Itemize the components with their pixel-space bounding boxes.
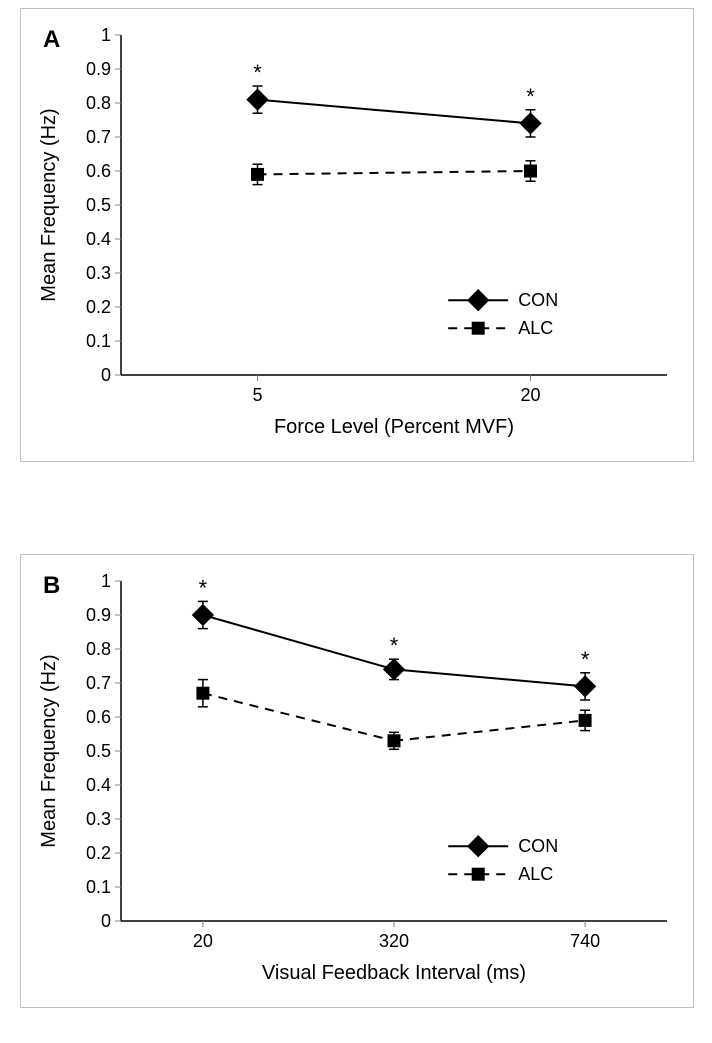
y-tick-label: 0.5	[86, 741, 111, 761]
y-tick-label: 0.6	[86, 707, 111, 727]
x-tick-label: 20	[193, 931, 213, 951]
chart-svg: 0 0.1 0.2 0.3 0.4 0.5 0.6 0.7 0.8 0.9 1 5 20 Mean Fre…	[29, 17, 687, 455]
data-marker-alc	[252, 168, 264, 180]
data-marker-alc	[579, 714, 591, 726]
significance-marker: *	[253, 60, 262, 85]
y-tick-label: 0.8	[86, 639, 111, 659]
panel-letter: A	[43, 26, 60, 53]
data-marker-con	[520, 113, 541, 134]
significance-marker: *	[581, 647, 590, 672]
data-marker-con	[247, 89, 268, 110]
data-marker-con	[575, 676, 596, 697]
legend-label-alc: ALC	[518, 318, 553, 338]
y-tick-label: 0.3	[86, 263, 111, 283]
y-tick-label: 0	[101, 365, 111, 385]
legend-marker-con	[468, 290, 489, 311]
series-line-alc	[394, 720, 585, 740]
x-tick-label: 20	[520, 385, 540, 405]
y-tick-label: 0.1	[86, 331, 111, 351]
chart-svg: 0 0.1 0.2 0.3 0.4 0.5 0.6 0.7 0.8 0.9 1 20 320 740 Mea…	[29, 563, 687, 1001]
significance-marker: *	[526, 84, 535, 109]
y-tick-label: 0.6	[86, 161, 111, 181]
legend-marker-con	[468, 836, 489, 857]
legend-marker-alc	[472, 322, 484, 334]
x-axis-label: Force Level (Percent MVF)	[274, 416, 514, 438]
panel-letter: B	[43, 572, 60, 599]
data-marker-con	[384, 659, 405, 680]
y-tick-label: 0.2	[86, 843, 111, 863]
y-tick-label: 0.4	[86, 229, 111, 249]
y-tick-label: 0.7	[86, 127, 111, 147]
y-tick-label: 1	[101, 571, 111, 591]
legend-label-con: CON	[518, 836, 558, 856]
y-tick-label: 0.5	[86, 195, 111, 215]
y-axis-label: Mean Frequency (Hz)	[38, 654, 60, 847]
legend-marker-alc	[472, 868, 484, 880]
series-line-con	[203, 615, 394, 669]
data-marker-alc	[525, 165, 537, 177]
figure-page: 0 0.1 0.2 0.3 0.4 0.5 0.6 0.7 0.8 0.9 1 5 20 Mean Fre…	[0, 0, 712, 1043]
y-tick-label: 1	[101, 25, 111, 45]
y-tick-label: 0.2	[86, 297, 111, 317]
series-line-con	[394, 669, 585, 686]
x-axis-label: Visual Feedback Interval (ms)	[262, 962, 526, 984]
series-line-alc	[258, 171, 531, 174]
significance-marker: *	[199, 575, 208, 600]
y-tick-label: 0.7	[86, 673, 111, 693]
x-tick-label: 740	[570, 931, 600, 951]
chart-panel-a: 0 0.1 0.2 0.3 0.4 0.5 0.6 0.7 0.8 0.9 1 5 20 Mean Fre…	[20, 8, 694, 462]
series-line-con	[258, 100, 531, 124]
y-tick-label: 0.8	[86, 93, 111, 113]
data-marker-alc	[197, 687, 209, 699]
y-tick-label: 0	[101, 911, 111, 931]
legend-label-con: CON	[518, 290, 558, 310]
y-tick-label: 0.3	[86, 809, 111, 829]
series-line-alc	[203, 693, 394, 741]
y-tick-label: 0.9	[86, 59, 111, 79]
y-tick-label: 0.9	[86, 605, 111, 625]
x-tick-label: 5	[252, 385, 262, 405]
y-axis-label: Mean Frequency (Hz)	[38, 108, 60, 301]
chart-panel-b: 0 0.1 0.2 0.3 0.4 0.5 0.6 0.7 0.8 0.9 1 20 320 740 Mea…	[20, 554, 694, 1008]
y-tick-label: 0.1	[86, 877, 111, 897]
x-tick-label: 320	[379, 931, 409, 951]
y-tick-label: 0.4	[86, 775, 111, 795]
data-marker-con	[192, 605, 213, 626]
legend-label-alc: ALC	[518, 864, 553, 884]
data-marker-alc	[388, 735, 400, 747]
significance-marker: *	[390, 633, 399, 658]
